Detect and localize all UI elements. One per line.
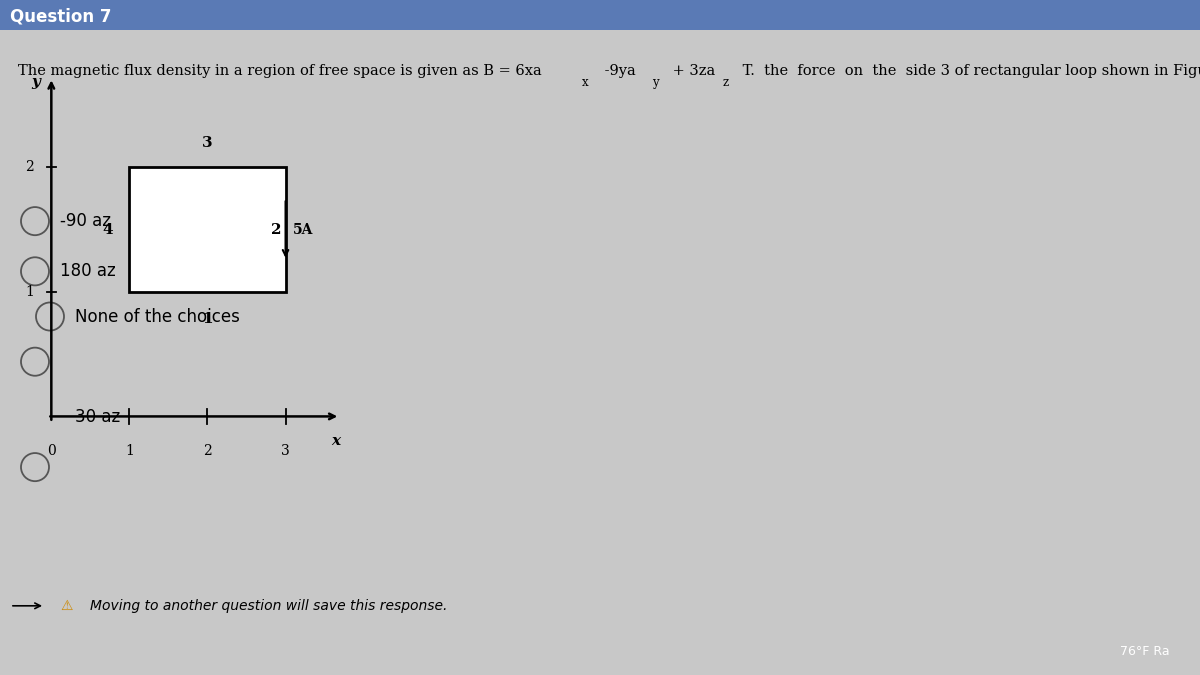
Text: + 3za: + 3za: [668, 63, 715, 78]
Text: None of the choices: None of the choices: [74, 308, 240, 325]
Text: 76°F Ra: 76°F Ra: [1121, 645, 1170, 658]
Text: y: y: [31, 76, 40, 90]
Text: -90 az: -90 az: [60, 212, 112, 230]
Text: 5A: 5A: [293, 223, 313, 236]
Text: 180 az: 180 az: [60, 263, 115, 280]
Text: 1: 1: [125, 444, 134, 458]
Text: x: x: [582, 76, 589, 89]
Text: 1: 1: [202, 312, 212, 326]
Text: 4: 4: [102, 223, 113, 236]
Text: T.  the  force  on  the  side 3 of rectangular loop shown in Figure, it lies in : T. the force on the side 3 of rectangula…: [738, 63, 1200, 78]
Text: Moving to another question will save this response.: Moving to another question will save thi…: [90, 599, 448, 613]
Text: 1: 1: [25, 285, 34, 299]
Text: 2: 2: [25, 160, 34, 174]
Text: 3: 3: [202, 136, 212, 150]
Text: ⚠: ⚠: [60, 599, 72, 613]
Text: -9ya: -9ya: [600, 63, 636, 78]
Text: 30 az: 30 az: [74, 408, 120, 426]
Text: y: y: [652, 76, 659, 89]
Text: 2: 2: [203, 444, 212, 458]
Text: 3: 3: [281, 444, 290, 458]
Text: x: x: [331, 434, 341, 448]
Bar: [130, 167, 286, 292]
Text: 2: 2: [271, 223, 282, 236]
Text: The magnetic flux density in a region of free space is given as B = 6xa: The magnetic flux density in a region of…: [18, 63, 541, 78]
Text: Question 7: Question 7: [10, 7, 112, 26]
Text: 0: 0: [47, 444, 55, 458]
Text: z: z: [722, 76, 730, 89]
